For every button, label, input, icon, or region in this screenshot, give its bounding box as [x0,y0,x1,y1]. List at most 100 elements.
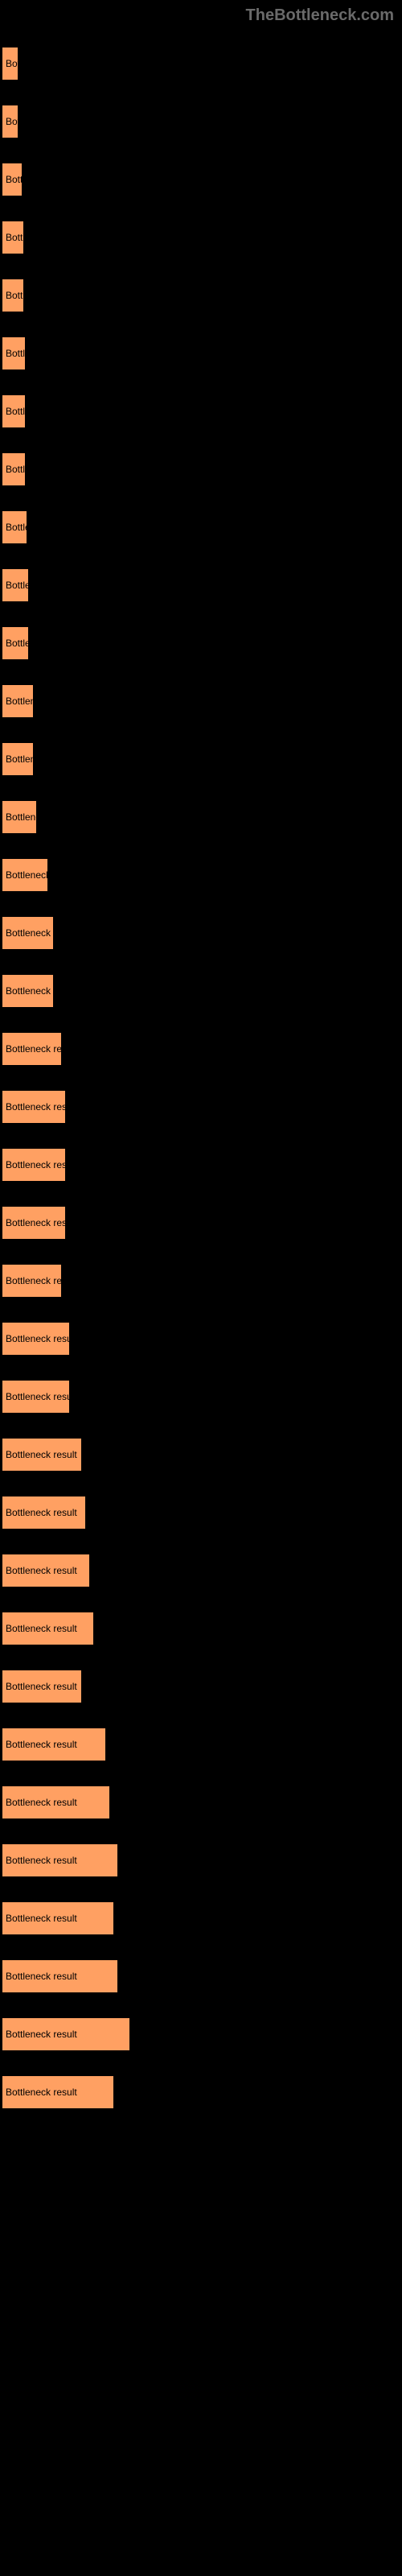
bar: Bottleneck result [2,2017,130,2051]
bar: Bottleneck result [2,163,23,196]
bar: Bottleneck result [2,1785,110,1819]
row-label [2,554,402,565]
row-label [2,496,402,507]
bar: Bottleneck result [2,800,37,834]
chart-row: Bottleneck result [2,612,402,660]
row-label [2,2003,402,2014]
chart-row: Bottleneck result [2,1829,402,1877]
chart-row: Bottleneck result [2,1655,402,1703]
bar: Bottleneck result [2,1380,70,1414]
chart-row: Bottleneck result [2,1481,402,1530]
chart-row: Bottleneck result [2,1771,402,1819]
chart-row: Bottleneck result [2,1597,402,1645]
row-label [2,1365,402,1377]
chart-row: Bottleneck result [2,1018,402,1066]
row-label [2,1481,402,1492]
row-label [2,728,402,739]
row-label [2,1018,402,1029]
chart-row: Bottleneck result [2,496,402,544]
chart-row: Bottleneck result [2,1075,402,1124]
bar: Bottleneck result [2,1843,118,1877]
chart-row: Bottleneck result [2,670,402,718]
bar: Bottleneck result [2,1670,82,1703]
bar: Bottleneck result [2,1728,106,1761]
bar: Bottleneck result [2,336,26,370]
row-label [2,1829,402,1840]
row-label [2,960,402,971]
bar: Bottleneck result [2,1554,90,1587]
chart-row: Bottleneck result [2,438,402,486]
row-label [2,1423,402,1435]
chart-row: Bottleneck result [2,2003,402,2051]
bar: Bottleneck result [2,1206,66,1240]
row-label [2,322,402,333]
row-label [2,1945,402,1956]
chart-row: Bottleneck result [2,1249,402,1298]
row-label [2,1655,402,1666]
bar: Bottleneck result [2,2075,114,2109]
bottleneck-bar-chart: Bottleneck result Bottleneck result Bottle… [0,0,402,2109]
chart-row: Bottleneck result [2,1307,402,1356]
chart-row: Bottleneck result [2,1539,402,1587]
row-label [2,844,402,855]
watermark-text: TheBottleneck.com [246,6,394,25]
row-label [2,1597,402,1608]
row-label [2,32,402,43]
bar: Bottleneck result [2,974,54,1008]
row-label [2,786,402,797]
bar: Bottleneck result [2,1322,70,1356]
bar: Bottleneck result [2,1496,86,1530]
row-label [2,2061,402,2072]
bar: Bottleneck result [2,1148,66,1182]
bar: Bottleneck result [2,742,34,776]
row-label [2,1539,402,1550]
chart-row: Bottleneck result [2,1945,402,1993]
bar: Bottleneck result [2,279,24,312]
row-label [2,206,402,217]
chart-row: Bottleneck result [2,786,402,834]
bar: Bottleneck result [2,1612,94,1645]
chart-row: Bottleneck result [2,554,402,602]
chart-row: Bottleneck result [2,380,402,428]
bar: Bottleneck result [2,1901,114,1935]
bar: Bottleneck result [2,1032,62,1066]
chart-row: Bottleneck result [2,1191,402,1240]
chart-row: Bottleneck result [2,1133,402,1182]
chart-row: Bottleneck result [2,1365,402,1414]
row-label [2,1249,402,1261]
row-label [2,1133,402,1145]
bar: Bottleneck result [2,916,54,950]
chart-row: Bottleneck result [2,902,402,950]
chart-row: Bottleneck result [2,264,402,312]
chart-row: Bottleneck result [2,728,402,776]
row-label [2,1075,402,1087]
row-label [2,380,402,391]
chart-row: Bottleneck result [2,322,402,370]
row-label [2,1713,402,1724]
chart-row: Bottleneck result [2,32,402,80]
chart-row: Bottleneck result [2,148,402,196]
bar: Bottleneck result [2,1959,118,1993]
bar: Bottleneck result [2,684,34,718]
bar: Bottleneck result [2,452,26,486]
chart-row: Bottleneck result [2,90,402,138]
chart-row: Bottleneck result [2,844,402,892]
row-label [2,1191,402,1203]
row-label [2,1307,402,1319]
bar: Bottleneck result [2,47,18,80]
chart-row: Bottleneck result [2,960,402,1008]
bar: Bottleneck result [2,1438,82,1472]
row-label [2,612,402,623]
bar: Bottleneck result [2,221,24,254]
row-label [2,90,402,101]
row-label [2,1887,402,1898]
bar: Bottleneck result [2,568,29,602]
chart-row: Bottleneck result [2,1887,402,1935]
bar: Bottleneck result [2,394,26,428]
row-label [2,264,402,275]
chart-row: Bottleneck result [2,1713,402,1761]
bar: Bottleneck result [2,1090,66,1124]
chart-row: Bottleneck result [2,206,402,254]
chart-row: Bottleneck result [2,2061,402,2109]
row-label [2,148,402,159]
